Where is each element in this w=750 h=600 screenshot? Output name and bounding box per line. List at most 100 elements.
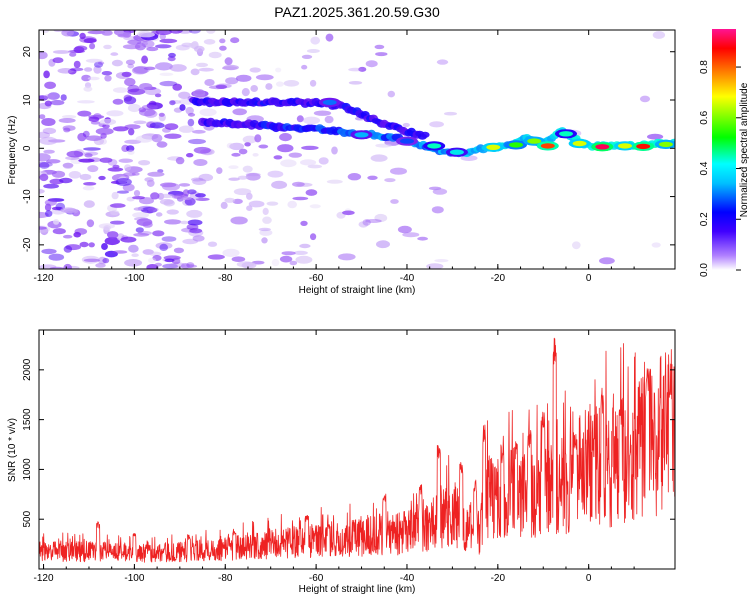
spectrogram-noise-blob: [238, 148, 248, 155]
spectrogram-noise-blob: [48, 253, 65, 261]
spectrogram-noise-blob: [83, 258, 101, 262]
spectrogram-noise-blob: [133, 232, 150, 237]
spectrogram-noise-blob: [81, 255, 100, 264]
spectrogram-noise-blob: [63, 263, 72, 269]
spectrogram-noise-blob: [115, 178, 132, 186]
spectrogram-noise-blob: [300, 159, 317, 166]
spectrogram-noise-blob: [93, 65, 102, 74]
spectrogram-noise-blob: [186, 153, 194, 158]
spectrogram-noise-blob: [186, 209, 203, 218]
spectrogram-noise-blob: [267, 170, 284, 178]
spectrogram-noise-blob: [85, 58, 103, 63]
spectrogram-noise-blob: [152, 230, 165, 237]
spectrogram-noise-blob: [99, 138, 107, 145]
spectrogram-noise-blob: [95, 127, 114, 135]
spectrogram-noise-blob: [122, 44, 141, 50]
snr-frame: [38, 329, 676, 570]
spectrogram-peak: [618, 143, 632, 149]
spectrogram-noise-blob: [429, 121, 444, 128]
spectrogram-noise-blob: [147, 207, 159, 212]
spectrogram-noise-blob: [146, 46, 159, 52]
spectrogram-noise-blob: [365, 60, 378, 68]
spectrogram-noise-blob: [225, 77, 239, 85]
spectrogram-noise-blob: [77, 110, 92, 117]
spectrogram-noise-blob: [245, 172, 261, 177]
spectrogram-noise-blob: [107, 167, 124, 172]
spectrogram-noise-blob: [208, 51, 222, 59]
spectrogram-noise-blob: [222, 248, 240, 257]
spectrogram-noise-blob: [301, 145, 319, 150]
spectrogram-noise-blob: [99, 157, 113, 163]
spectrogram-noise-blob: [83, 147, 101, 151]
spectrogram-noise-blob: [302, 116, 321, 125]
spectrogram-noise-blob: [305, 189, 318, 196]
spectrogram-peak: [400, 138, 414, 144]
spectrogram-y-tick-label: 10: [22, 94, 33, 106]
spectrogram-noise-blob: [387, 90, 395, 98]
spectrogram-noise-blob: [139, 83, 153, 91]
spectrogram-ridge-segment: [420, 131, 430, 138]
snr-x-tick-label: -40: [400, 573, 415, 584]
spectrogram-noise-blob: [73, 60, 81, 69]
spectrogram-noise-blob: [83, 200, 95, 208]
spectrogram-noise-blob: [275, 67, 282, 73]
spectrogram-x-tick-label: -40: [400, 273, 415, 284]
spectrogram-noise-blob: [258, 144, 269, 149]
spectrogram-noise-blob: [572, 241, 581, 250]
spectrogram-noise-blob: [124, 164, 132, 171]
spectrogram-noise-blob: [219, 45, 227, 51]
spectrogram-noise-blob: [57, 68, 74, 74]
spectrogram-noise-blob: [292, 181, 305, 187]
spectrogram-noise-blob: [131, 253, 139, 257]
spectrogram-noise-blob: [169, 262, 185, 269]
spectrogram-noise-blob: [44, 100, 52, 107]
spectrogram-noise-blob: [83, 86, 93, 92]
spectrogram-noise-blob: [277, 144, 294, 153]
spectrogram-noise-blob: [150, 192, 160, 200]
spectrogram-noise-blob: [283, 80, 300, 87]
spectrogram-noise-blob: [198, 173, 214, 182]
spectrogram-noise-blob: [62, 234, 73, 239]
spectrogram-noise-blob: [188, 42, 199, 48]
spectrogram-y-tick-label: 20: [22, 46, 33, 58]
spectrogram-noise-blob: [229, 142, 245, 151]
spectrogram-noise-blob: [265, 83, 273, 90]
spectrogram-noise-blob: [39, 51, 48, 60]
spectrogram-noise-blob: [299, 243, 311, 249]
spectrogram-noise-blob: [147, 171, 165, 177]
spectrogram-noise-blob: [246, 192, 253, 200]
spectrogram-noise-blob: [79, 32, 86, 40]
spectrogram-noise-blob: [237, 175, 248, 180]
snr-y-tick-label: 2000: [22, 358, 33, 381]
spectrogram-noise-blob: [300, 220, 308, 226]
spectrogram-noise-blob: [309, 79, 317, 87]
spectrogram-noise-blob: [235, 74, 252, 82]
spectrogram-peak: [658, 141, 673, 148]
spectrogram-noise-blob: [193, 146, 211, 154]
spectrogram-noise-blob: [104, 236, 121, 246]
spectrogram-noise-blob: [61, 30, 74, 37]
snr-x-ticks: -120 -100 -80 -60 -40 -20 0: [34, 330, 635, 584]
spectrogram-noise-blob: [110, 203, 126, 208]
spectrogram-noise-blob: [43, 183, 59, 189]
spectrogram-noise-blob: [74, 45, 88, 52]
spectrogram-noise-blob: [50, 99, 65, 106]
spectrogram-noise-blob: [128, 244, 139, 253]
spectrogram-noise-blob: [242, 135, 257, 144]
spectrogram-noise-blob: [87, 165, 99, 173]
spectrogram-noise-blob: [73, 231, 81, 238]
spectrogram-noise-blob: [39, 153, 51, 162]
spectrogram-noise-blob: [162, 263, 179, 269]
spectrogram-peak: [559, 131, 573, 137]
spectrogram-noise-blob: [193, 159, 208, 166]
spectrogram-noise-blob: [402, 232, 420, 238]
spectrogram-noise-blob: [249, 67, 261, 73]
snr-x-tick-label: 0: [586, 573, 592, 584]
spectrogram-y-tick-label: 0: [22, 145, 33, 151]
spectrogram-noise-blob: [207, 241, 218, 247]
spectrogram-noise-blob: [159, 193, 175, 198]
spectrogram-noise-blob: [326, 179, 343, 184]
spectrogram-x-tick-label: 0: [586, 273, 592, 284]
spectrogram-noise-blob: [155, 62, 173, 71]
colorbar-tick-label: 0.0: [699, 263, 710, 277]
